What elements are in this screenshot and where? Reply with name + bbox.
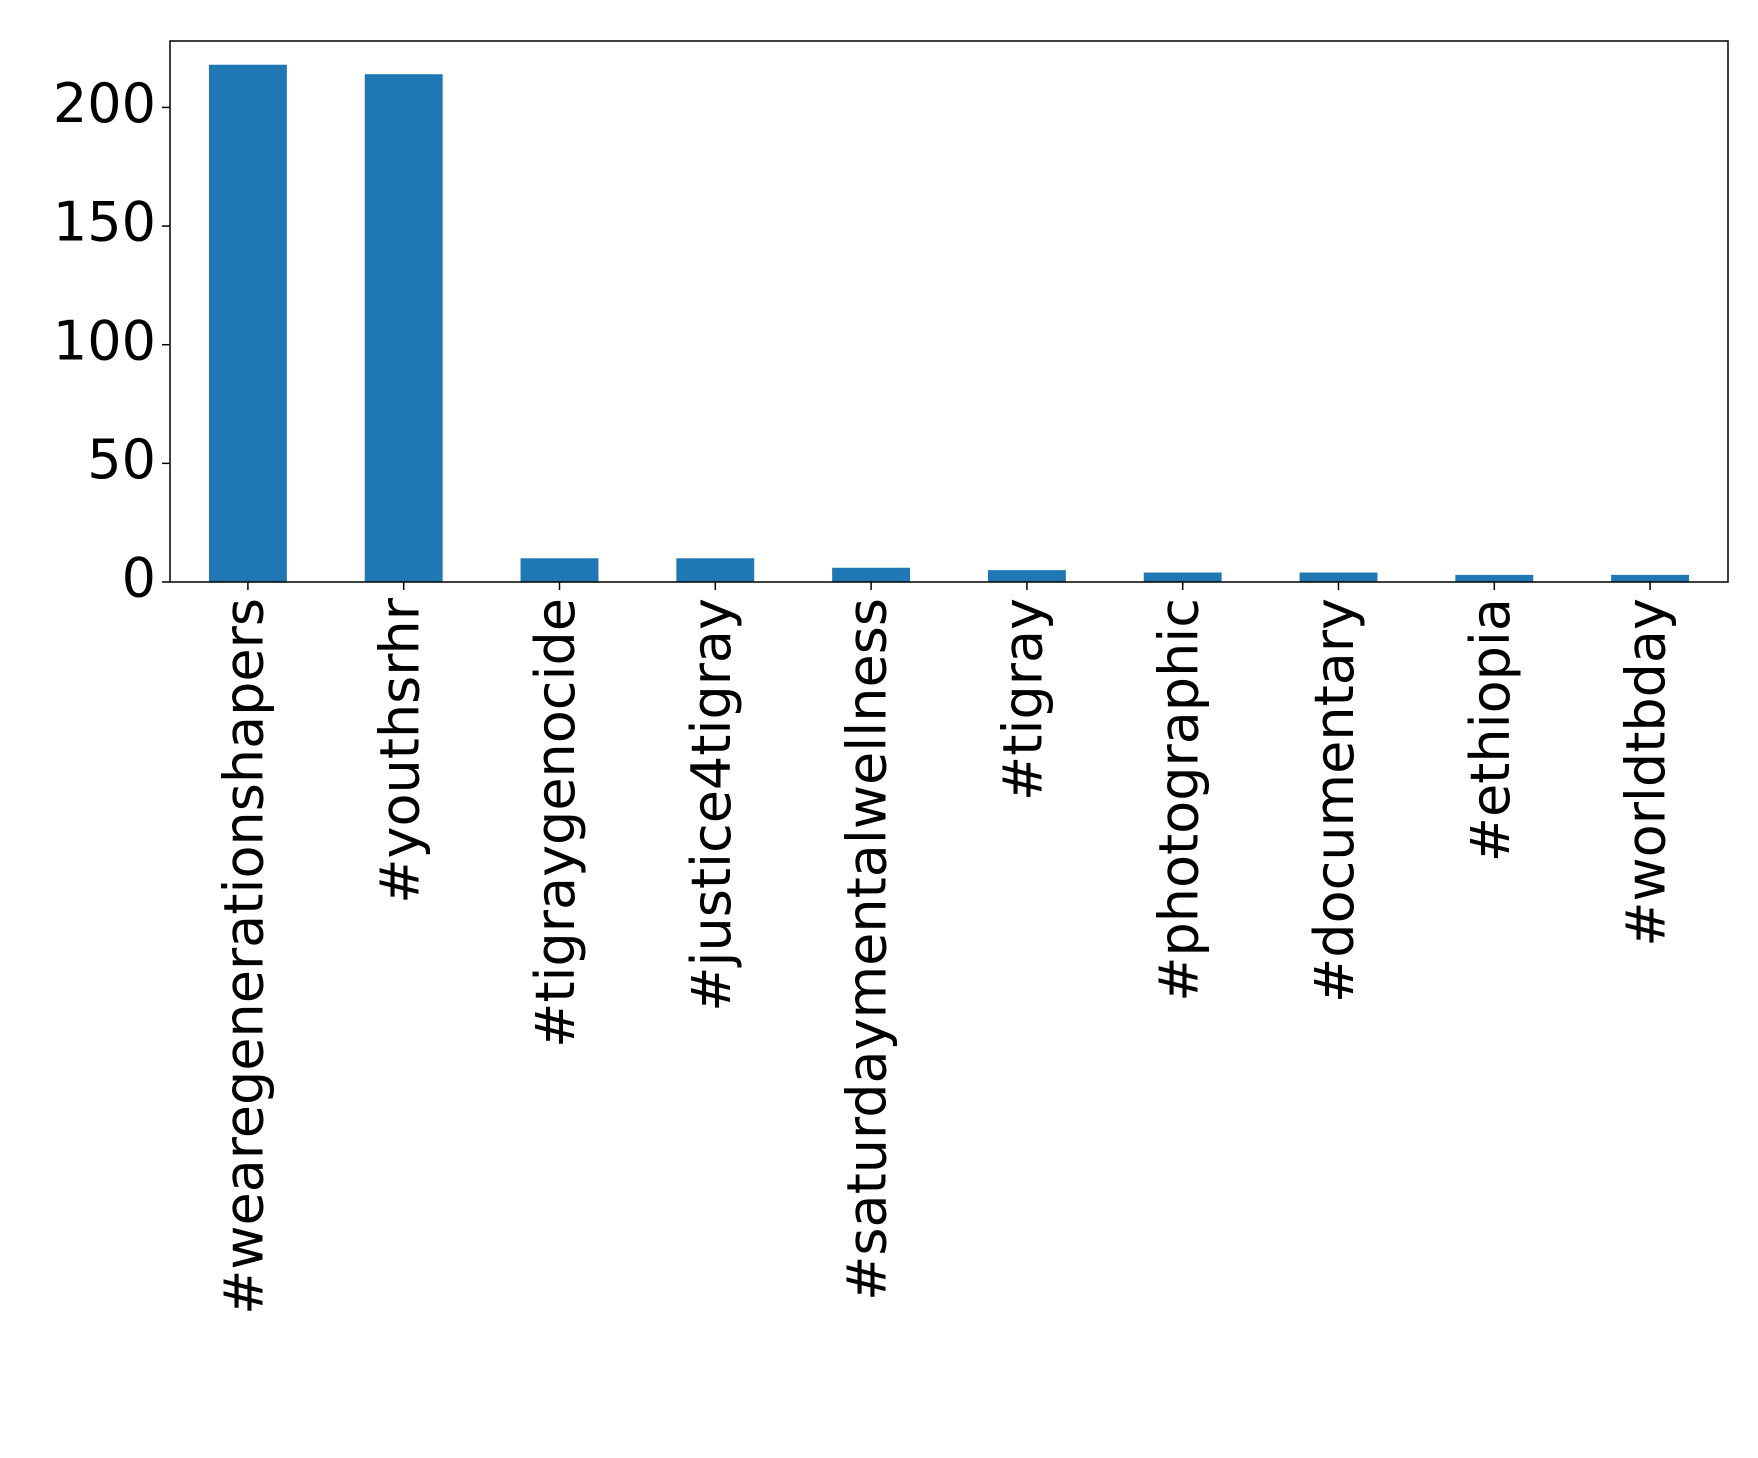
x-tick-label: #documentary: [1303, 598, 1366, 1003]
bar: [364, 74, 443, 582]
bar: [1143, 572, 1222, 582]
bar: [208, 64, 287, 582]
x-tick-label: #photographic: [1147, 598, 1210, 1002]
plot-frame: [169, 40, 1729, 583]
bar: [1455, 574, 1534, 582]
x-tick-label: #tigraygenocide: [524, 598, 587, 1048]
x-tick-label: #youthsrhr: [368, 597, 431, 903]
y-tick-label: 100: [53, 309, 156, 372]
y-tick-label: 200: [53, 72, 156, 135]
y-tick-label: 150: [53, 191, 156, 254]
x-tick-label: #worldtbday: [1615, 598, 1678, 947]
bar: [1299, 572, 1378, 582]
bar: [676, 558, 755, 582]
bar: [520, 558, 599, 582]
y-tick-label: 0: [122, 547, 156, 610]
bar: [1611, 574, 1690, 582]
x-tick-label: #wearegenerationshapers: [213, 598, 276, 1315]
x-tick-label: #tigray: [992, 598, 1055, 801]
bar: [832, 567, 911, 582]
x-tick-label: #ethiopia: [1459, 598, 1522, 862]
y-tick-label: 50: [87, 428, 156, 491]
x-tick-label: #saturdaymentalwellness: [836, 598, 899, 1301]
x-tick-label: #justice4tigray: [680, 598, 743, 1012]
bar: [987, 570, 1066, 582]
